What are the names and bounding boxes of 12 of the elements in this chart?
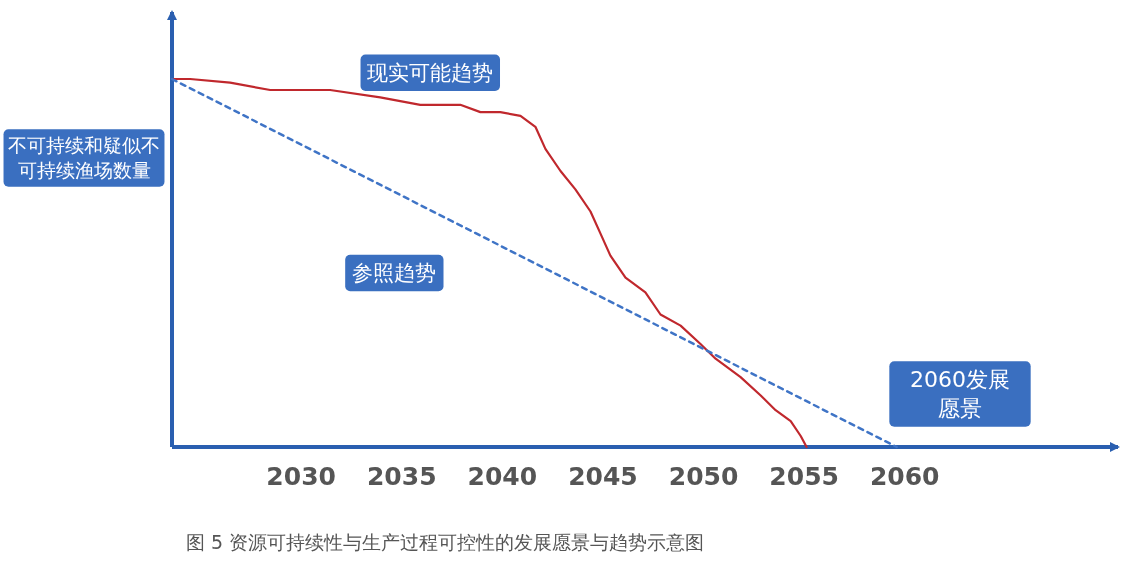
x-tick-label: 2040 bbox=[467, 462, 538, 491]
series-label: 现实可能趋势 bbox=[367, 60, 494, 85]
x-tick-label: 2035 bbox=[366, 462, 437, 491]
y-axis-title: 不可持续和疑似不可持续渔场数量 bbox=[8, 133, 160, 182]
x-tick-label: 2060 bbox=[869, 462, 940, 491]
x-tick-label: 2050 bbox=[668, 462, 739, 491]
x-tick-label: 2030 bbox=[266, 462, 336, 491]
x-tick-label: 2045 bbox=[568, 462, 638, 491]
caption: 图 5 资源可持续性与生产过程可控性的发展愿景与趋势示意图 bbox=[186, 531, 705, 553]
annotation: 2060发展愿景 bbox=[910, 366, 1010, 422]
text: 参照趋势 bbox=[352, 261, 437, 286]
x-tick-label: 2055 bbox=[769, 462, 839, 491]
